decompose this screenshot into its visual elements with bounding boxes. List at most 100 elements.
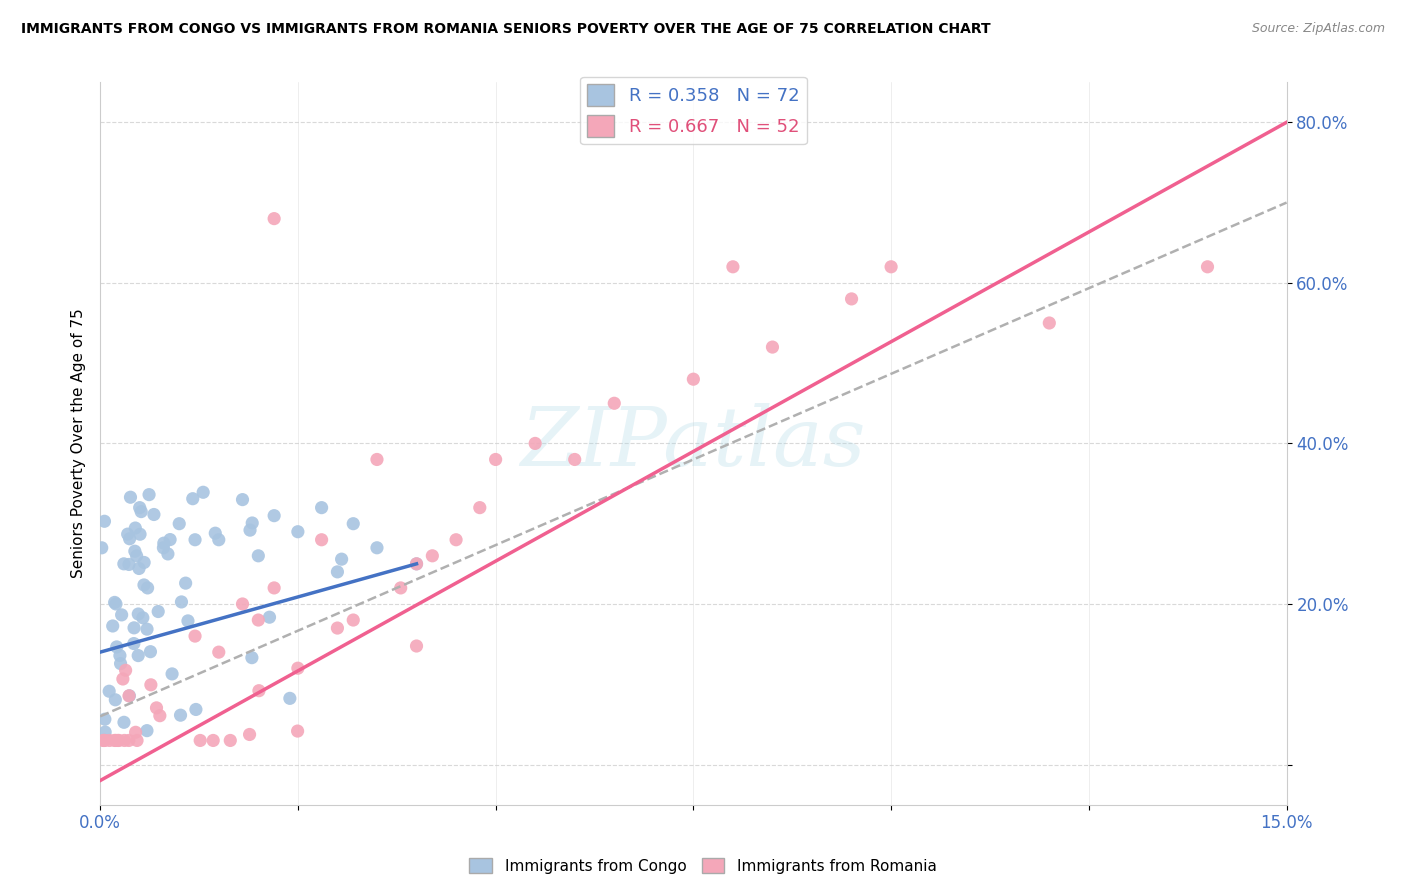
Point [152,541,174,555]
Point [128,500,150,515]
Point [124,521,146,535]
Point [239,523,262,537]
Point [112,715,135,730]
Point [117,527,139,541]
Point [326,621,349,635]
Point [105,640,128,654]
Point [342,613,364,627]
Point [104,595,127,609]
Point [108,648,131,663]
Point [366,541,388,555]
Point [111,672,134,686]
Y-axis label: Seniors Poverty Over the Age of 75: Seniors Poverty Over the Age of 75 [72,309,86,578]
Point [330,552,353,566]
Point [564,452,586,467]
Point [93,733,115,747]
Point [149,708,172,723]
Legend: R = 0.358   N = 72, R = 0.667   N = 52: R = 0.358 N = 72, R = 0.667 N = 52 [581,77,807,145]
Point [136,581,159,595]
Point [311,533,333,547]
Point [125,733,148,747]
Point [132,611,155,625]
Point [104,693,127,707]
Point [181,491,204,506]
Point [104,733,127,747]
Point [231,492,253,507]
Point [240,650,263,665]
Point [184,702,207,716]
Point [204,526,226,541]
Point [311,500,333,515]
Point [136,723,159,738]
Point [136,622,159,636]
Point [125,549,148,563]
Point [263,211,285,226]
Point [247,549,270,563]
Point [127,648,149,663]
Point [405,557,427,571]
Point [94,712,117,726]
Point [111,607,134,622]
Point [342,516,364,531]
Point [184,629,207,643]
Point [104,733,127,747]
Point [485,452,508,467]
Point [124,725,146,739]
Point [603,396,626,410]
Point [148,605,170,619]
Point [104,597,127,611]
Text: IMMIGRANTS FROM CONGO VS IMMIGRANTS FROM ROMANIA SENIORS POVERTY OVER THE AGE OF: IMMIGRANTS FROM CONGO VS IMMIGRANTS FROM… [21,22,991,37]
Text: Source: ZipAtlas.com: Source: ZipAtlas.com [1251,22,1385,36]
Point [1038,316,1060,330]
Point [132,578,155,592]
Point [110,657,132,671]
Point [122,636,145,650]
Point [191,485,214,500]
Point [118,733,141,747]
Point [1197,260,1219,274]
Point [444,533,467,547]
Point [107,733,129,747]
Point [138,488,160,502]
Point [188,733,211,747]
Point [120,490,142,504]
Point [389,581,412,595]
Point [231,597,253,611]
Point [721,260,744,274]
Point [420,549,443,563]
Point [682,372,704,386]
Point [202,733,225,747]
Point [239,727,262,741]
Point [129,505,152,519]
Point [263,581,285,595]
Point [174,576,197,591]
Text: ZIPatlas: ZIPatlas [520,403,866,483]
Legend: Immigrants from Congo, Immigrants from Romania: Immigrants from Congo, Immigrants from R… [464,852,942,880]
Point [160,667,183,681]
Point [118,689,141,703]
Point [98,733,121,747]
Point [94,725,117,739]
Point [98,684,121,698]
Point [118,532,141,546]
Point [208,645,231,659]
Point [156,547,179,561]
Point [278,691,301,706]
Point [259,610,281,624]
Point [112,557,135,571]
Point [124,544,146,558]
Point [468,500,491,515]
Point [761,340,783,354]
Point [240,516,263,530]
Point [90,541,112,555]
Point [93,733,115,747]
Point [118,558,141,572]
Point [128,561,150,575]
Point [219,733,242,747]
Point [101,619,124,633]
Point [122,621,145,635]
Point [139,678,162,692]
Point [167,516,190,531]
Point [170,595,193,609]
Point [118,689,141,703]
